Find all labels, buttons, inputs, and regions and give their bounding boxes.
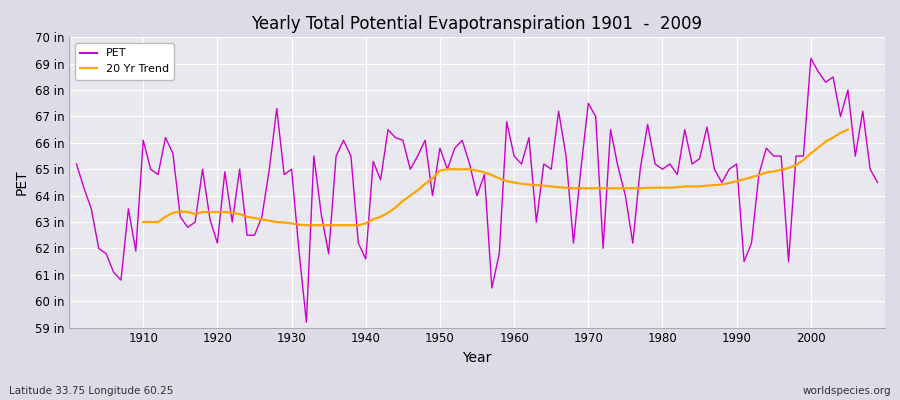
Y-axis label: PET: PET [15, 170, 29, 195]
Title: Yearly Total Potential Evapotranspiration 1901  -  2009: Yearly Total Potential Evapotranspiratio… [251, 15, 703, 33]
Text: Latitude 33.75 Longitude 60.25: Latitude 33.75 Longitude 60.25 [9, 386, 174, 396]
Legend: PET, 20 Yr Trend: PET, 20 Yr Trend [75, 43, 175, 80]
Text: worldspecies.org: worldspecies.org [803, 386, 891, 396]
X-axis label: Year: Year [463, 351, 491, 365]
